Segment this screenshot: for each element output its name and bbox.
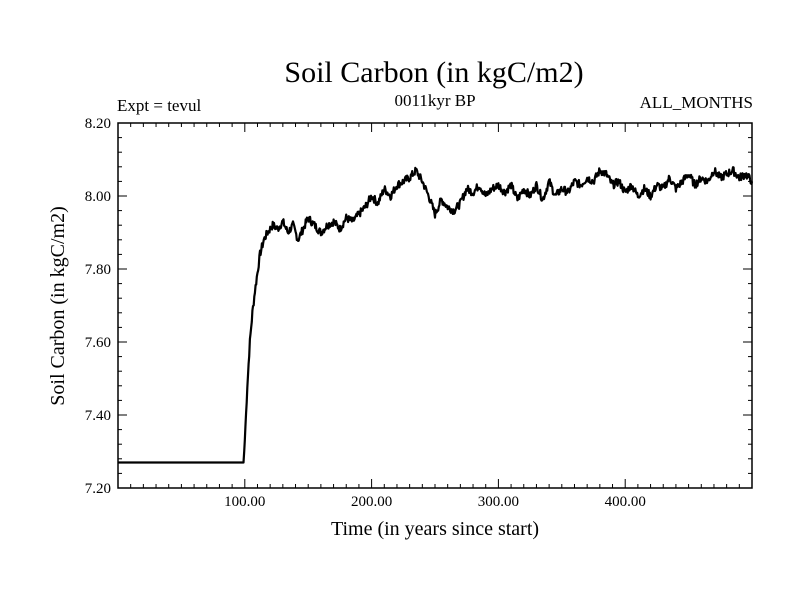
y-tick-label: 7.20 — [85, 481, 111, 497]
series-line-soil-carbon — [117, 166, 754, 464]
x-tick-label: 300.00 — [478, 494, 519, 510]
y-tick-label: 7.60 — [85, 335, 111, 351]
period-label: 0011kyr BP — [394, 91, 475, 110]
x-tick-label: 200.00 — [351, 494, 392, 510]
x-tick-label: 400.00 — [605, 494, 646, 510]
x-axis-label: Time (in years since start) — [331, 518, 539, 540]
x-tick-label: 100.00 — [224, 494, 265, 510]
y-tick-label: 7.80 — [85, 262, 111, 278]
y-tick-label: 8.00 — [85, 189, 111, 205]
plot-frame — [117, 122, 753, 489]
y-axis-label: Soil Carbon (in kgC/m2) — [47, 206, 69, 405]
months-label: ALL_MONTHS — [640, 93, 753, 112]
series-layer — [117, 166, 754, 464]
axis-ticks: 100.00 200.00 300.00 400.00 7.20 7.40 7.60 7.80… — [85, 116, 752, 510]
y-tick-label: 8.20 — [85, 116, 111, 132]
experiment-label: Expt = tevul — [117, 96, 201, 115]
chart-title: Soil Carbon (in kgC/m2) — [284, 56, 583, 89]
y-tick-label: 7.40 — [85, 408, 111, 424]
